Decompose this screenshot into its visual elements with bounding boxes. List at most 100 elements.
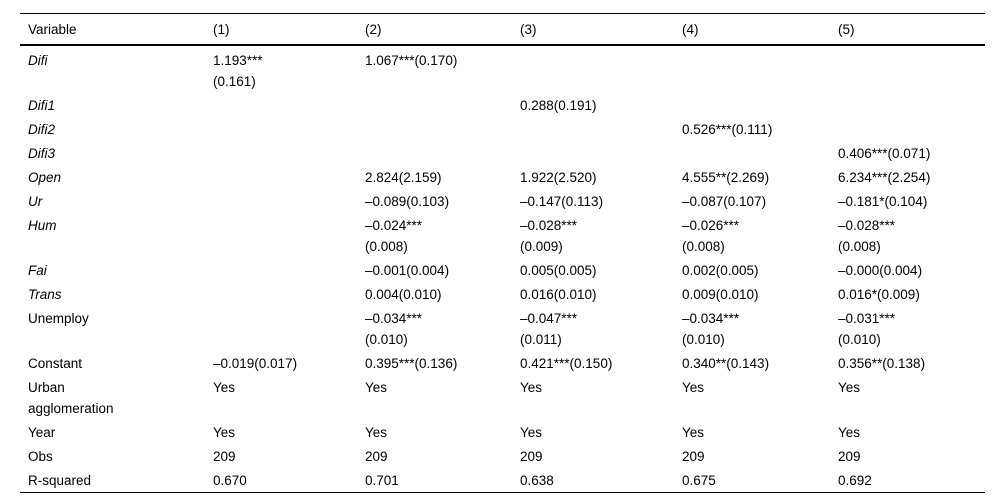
table-cell: 0.009(0.010) <box>682 287 759 302</box>
table-cell <box>213 141 365 165</box>
table-cell: 0.526***(0.111) <box>682 122 773 137</box>
column-header-model-3: (3) <box>520 21 537 37</box>
table-cell: 0.638 <box>520 473 554 488</box>
table-cell <box>213 306 365 351</box>
table-row: Difi1 0.288(0.191) <box>20 93 985 117</box>
table-cell <box>213 117 365 141</box>
table-cell: –0.019(0.017) <box>213 356 298 371</box>
table-row: Obs 209 209 209 209 209 <box>20 444 985 468</box>
table-row: Trans 0.004(0.010) 0.016(0.010) 0.009(0.010… <box>20 282 985 306</box>
table-cell <box>365 93 520 117</box>
table-cell: Yes <box>213 425 236 440</box>
table-cell: –0.000(0.004) <box>838 263 923 278</box>
table-cell <box>682 93 838 117</box>
table-cell: 209 <box>520 449 543 464</box>
table-cell: 0.288(0.191) <box>520 98 597 113</box>
table-cell <box>213 282 365 306</box>
column-header-model-5: (5) <box>838 21 855 37</box>
table-cell: 1.193*** (0.161) <box>213 53 263 89</box>
table-cell: 0.670 <box>213 473 247 488</box>
table-row: Unemploy –0.034*** (0.010) –0.047*** (0.01… <box>20 306 985 351</box>
table-cell: –0.087(0.107) <box>682 194 767 209</box>
table-cell: –0.034*** (0.010) <box>365 311 423 347</box>
table-cell <box>213 189 365 213</box>
table-row: Ur –0.089(0.103) –0.147(0.113) –0.087(0.107… <box>20 189 985 213</box>
table-cell <box>682 45 838 93</box>
table-cell: –0.034*** (0.010) <box>682 311 740 347</box>
table-row: Difi2 0.526***(0.111) <box>20 117 985 141</box>
table-row: Hum –0.024*** (0.008) –0.028*** (0.009) –0.… <box>20 213 985 258</box>
table-cell: Yes <box>838 425 861 440</box>
table-cell: 0.004(0.010) <box>365 287 442 302</box>
table-cell: 0.005(0.005) <box>520 263 597 278</box>
table-row: Urban agglomeration Yes Yes Yes Yes Yes <box>20 375 985 420</box>
row-variable: Difi <box>28 53 48 68</box>
regression-table: Variable (1) (2) (3) (4) (5) Difi 1.193*** (0.… <box>20 13 985 493</box>
table-cell: 0.356**(0.138) <box>838 356 926 371</box>
table-cell: –0.028*** (0.008) <box>838 218 896 254</box>
table-row: Constant –0.019(0.017) 0.395***(0.136) 0.42… <box>20 351 985 375</box>
table-cell <box>213 213 365 258</box>
row-variable: Difi1 <box>28 98 56 113</box>
row-variable: Constant <box>28 356 83 371</box>
table-row: R-squared 0.670 0.701 0.638 0.675 0.692 <box>20 468 985 493</box>
column-header-variable: Variable <box>28 21 77 37</box>
table-cell <box>838 93 985 117</box>
table-cell: –0.026*** (0.008) <box>682 218 740 254</box>
table-cell: 0.675 <box>682 473 716 488</box>
table-cell <box>213 258 365 282</box>
table-cell: 209 <box>365 449 388 464</box>
table-cell: 0.016*(0.009) <box>838 287 920 302</box>
table-row: Year Yes Yes Yes Yes Yes <box>20 420 985 444</box>
row-variable: Difi3 <box>28 146 56 161</box>
row-variable: R-squared <box>28 473 92 488</box>
column-header-model-4: (4) <box>682 21 699 37</box>
table-cell: Yes <box>520 380 543 395</box>
table-cell: 209 <box>213 449 236 464</box>
table-cell: 1.922(2.520) <box>520 170 597 185</box>
table-cell <box>838 45 985 93</box>
table-row: Difi 1.193*** (0.161) 1.067***(0.170) <box>20 45 985 93</box>
table-cell: 1.067***(0.170) <box>365 53 458 68</box>
table-cell: Yes <box>365 425 388 440</box>
table-cell: 2.824(2.159) <box>365 170 442 185</box>
table-cell: –0.001(0.004) <box>365 263 450 278</box>
table-cell: 4.555**(2.269) <box>682 170 770 185</box>
table-cell: 0.395***(0.136) <box>365 356 458 371</box>
table-cell <box>213 165 365 189</box>
table-row: Open 2.824(2.159) 1.922(2.520) 4.555**(2.26… <box>20 165 985 189</box>
row-variable: Year <box>28 425 56 440</box>
row-variable: Ur <box>28 194 43 209</box>
table-cell: Yes <box>838 380 861 395</box>
table-cell: Yes <box>682 380 705 395</box>
row-variable: Open <box>28 170 62 185</box>
table-cell: –0.147(0.113) <box>520 194 604 209</box>
table-cell: 0.406***(0.071) <box>838 146 931 161</box>
table-cell: 209 <box>838 449 861 464</box>
table-cell: 0.016(0.010) <box>520 287 597 302</box>
table-cell: –0.031*** (0.010) <box>838 311 896 347</box>
table-cell: 0.002(0.005) <box>682 263 759 278</box>
row-variable: Hum <box>28 218 57 233</box>
column-header-model-2: (2) <box>365 21 382 37</box>
row-variable: Urban agglomeration <box>28 380 114 416</box>
table-cell: –0.028*** (0.009) <box>520 218 578 254</box>
table-cell <box>213 93 365 117</box>
table-cell: –0.181*(0.104) <box>838 194 928 209</box>
table-cell <box>682 141 838 165</box>
row-variable: Trans <box>28 287 62 302</box>
table-cell <box>365 141 520 165</box>
table-cell <box>838 117 985 141</box>
table-cell: Yes <box>365 380 388 395</box>
table-cell: Yes <box>213 380 236 395</box>
table-cell <box>520 117 682 141</box>
table-cell: 0.421***(0.150) <box>520 356 613 371</box>
column-header-model-1: (1) <box>213 21 230 37</box>
row-variable: Obs <box>28 449 53 464</box>
header-row: Variable (1) (2) (3) (4) (5) <box>20 14 985 45</box>
table-cell <box>520 141 682 165</box>
row-variable: Difi2 <box>28 122 56 137</box>
table-cell: 0.340**(0.143) <box>682 356 770 371</box>
table-cell: Yes <box>682 425 705 440</box>
